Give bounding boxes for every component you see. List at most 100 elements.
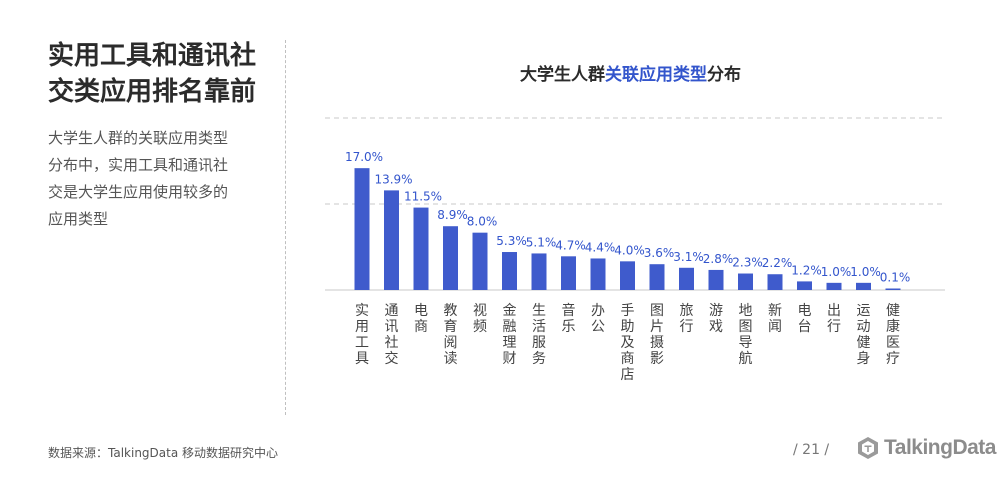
category-label: 地 <box>739 303 753 319</box>
category-label: 财 <box>503 351 517 367</box>
category-label: 出 <box>827 303 841 319</box>
category-label: 运 <box>857 303 871 319</box>
value-label: 2.3% <box>732 256 763 270</box>
value-label: 1.0% <box>821 265 852 279</box>
category-label: 疗 <box>886 351 900 367</box>
value-label: 8.0% <box>467 215 498 229</box>
bar <box>679 267 694 290</box>
value-label: 1.2% <box>791 263 822 277</box>
category-label: 身 <box>857 351 871 367</box>
category-label: 频 <box>473 319 487 335</box>
category-label: 及 <box>621 335 635 351</box>
chart-title-suffix: 分布 <box>707 65 741 85</box>
category-label: 金 <box>503 303 517 319</box>
category-label: 影 <box>650 351 664 367</box>
category-label: 旅 <box>680 303 694 319</box>
category-label: 音 <box>562 302 576 319</box>
vertical-divider <box>285 40 286 415</box>
bar <box>354 168 370 290</box>
bar <box>649 264 665 290</box>
value-label: 3.6% <box>644 246 675 260</box>
category-label: 商 <box>621 351 635 367</box>
talkingdata-logo: TalkingData <box>856 436 996 460</box>
page-number: / 21 / <box>793 442 830 458</box>
description-line-1: 大学生人群的关联应用类型 <box>48 129 229 147</box>
bar <box>826 282 842 290</box>
value-label: 4.0% <box>614 243 645 257</box>
bar <box>413 207 429 290</box>
chart-title-prefix: 大学生人群 <box>520 65 605 85</box>
value-label: 5.1% <box>526 235 557 249</box>
category-label: 健 <box>886 303 900 319</box>
category-label: 视 <box>473 303 487 319</box>
bar <box>885 288 901 290</box>
value-label: 2.8% <box>703 252 734 266</box>
category-label: 图 <box>650 303 664 319</box>
category-label: 片 <box>650 319 664 335</box>
bar <box>384 190 399 290</box>
category-label: 导 <box>739 335 753 351</box>
bar <box>561 256 576 290</box>
category-label: 服 <box>532 335 546 351</box>
bar <box>708 269 724 290</box>
category-label: 通 <box>385 303 399 319</box>
description-line-4: 应用类型 <box>48 210 109 228</box>
bar <box>472 232 488 290</box>
category-label: 用 <box>355 319 369 335</box>
category-label: 手 <box>621 303 635 319</box>
category-label: 实 <box>355 303 369 319</box>
category-label: 融 <box>503 319 517 335</box>
value-label: 5.3% <box>496 234 527 248</box>
page-title: 实用工具和通讯社 交类应用排名靠前 <box>48 38 278 110</box>
category-label: 阅 <box>444 335 458 351</box>
category-label: 摄 <box>650 335 664 351</box>
category-label: 电 <box>798 303 812 319</box>
value-label: 2.2% <box>762 256 793 270</box>
category-label: 公 <box>591 319 605 335</box>
value-label: 11.5% <box>404 190 442 204</box>
category-label: 图 <box>739 319 753 335</box>
value-label: 0.1% <box>880 271 911 285</box>
data-source: 数据来源：TalkingData 移动数据研究中心 <box>48 446 279 460</box>
category-label: 闻 <box>768 319 782 335</box>
value-label: 4.4% <box>585 240 616 254</box>
category-label: 工 <box>355 335 369 351</box>
value-label: 17.0% <box>345 150 383 164</box>
category-label: 活 <box>532 319 546 335</box>
bar <box>767 274 783 290</box>
chart-title: 大学生人群关联应用类型分布 <box>520 60 741 85</box>
category-label: 新 <box>768 303 782 319</box>
category-label: 读 <box>444 350 458 367</box>
category-label: 商 <box>414 319 428 335</box>
category-label: 戏 <box>709 319 723 335</box>
category-label: 游 <box>709 303 723 319</box>
page-title-line-2: 交类应用排名靠前 <box>48 77 257 107</box>
logo-mark-icon <box>858 437 878 459</box>
bar <box>856 282 871 290</box>
category-label: 理 <box>503 335 517 351</box>
bar <box>738 273 753 290</box>
category-label: 交 <box>385 350 399 367</box>
category-label: 务 <box>532 351 546 367</box>
chart-title-highlight: 关联应用类型 <box>605 65 707 85</box>
page-title-line-1: 实用工具和通讯社 <box>48 41 257 71</box>
category-label: 台 <box>798 319 812 335</box>
category-label: 动 <box>857 319 871 335</box>
description-line-3: 交是大学生应用使用较多的 <box>48 183 229 201</box>
category-label: 社 <box>385 335 399 351</box>
category-label: 教 <box>444 303 458 319</box>
category-label: 具 <box>355 351 369 367</box>
category-label: 行 <box>827 319 841 335</box>
bar <box>620 261 635 290</box>
bar <box>531 253 547 290</box>
category-label: 办 <box>591 303 605 319</box>
category-label: 康 <box>886 318 900 335</box>
value-label: 4.7% <box>555 238 586 252</box>
category-label: 航 <box>739 351 753 367</box>
value-label: 1.0% <box>850 265 881 279</box>
description: 大学生人群的关联应用类型 分布中，实用工具和通讯社 交是大学生应用使用较多的 应… <box>48 125 263 233</box>
category-label: 乐 <box>562 319 576 335</box>
value-label: 3.1% <box>673 250 704 264</box>
bar <box>797 281 812 290</box>
